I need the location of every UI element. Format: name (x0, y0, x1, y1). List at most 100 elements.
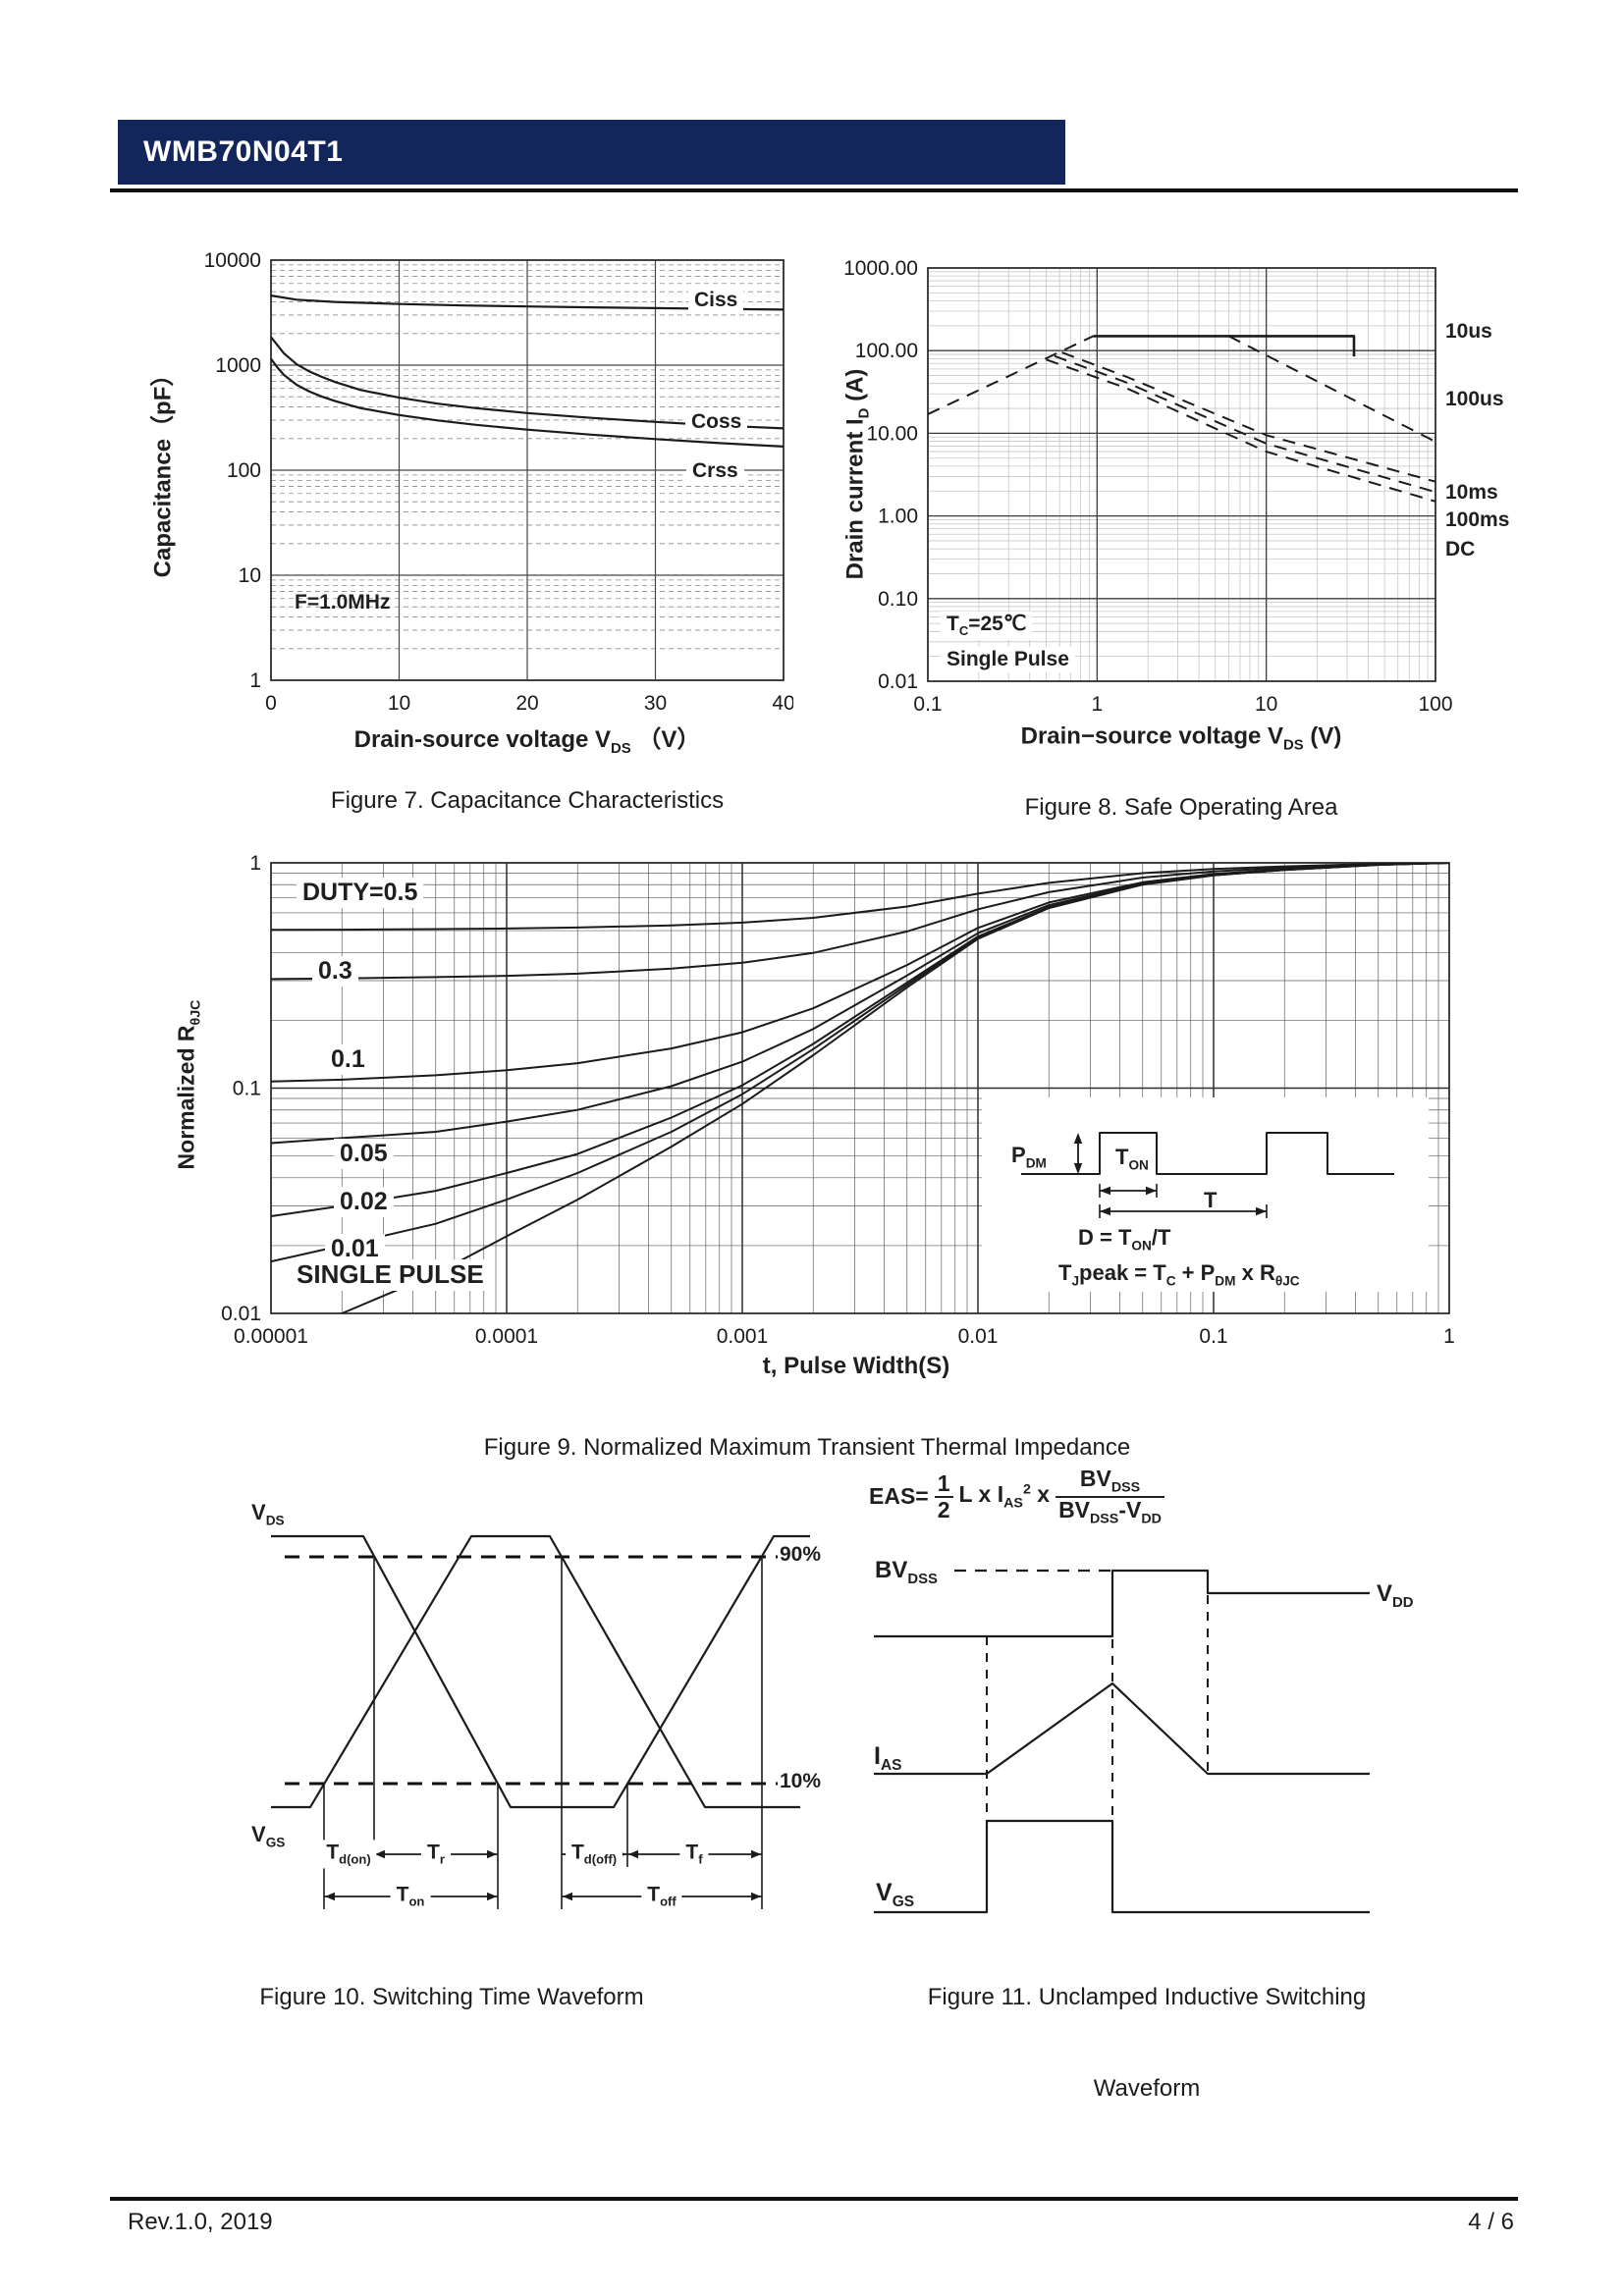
fig7-y-axis-label: Capacitance（pF） (149, 362, 177, 578)
fig9-y-axis-label: Normalized RθJC (173, 999, 204, 1170)
fig11-eas-formula: EAS= 1 2 L x IAS2 x BVDSS BVDSS-VDD (869, 1467, 1170, 1526)
fig9-inset-t-label: T (1204, 1188, 1218, 1212)
fig9-duty-01-label: 0.1 (325, 1044, 371, 1075)
fig9-duty-03-label: 0.3 (312, 956, 358, 987)
fig10-switching-waveform (271, 1534, 810, 1909)
svg-text:0.1: 0.1 (1199, 1325, 1227, 1348)
svg-text:0.001: 0.001 (717, 1325, 769, 1348)
svg-text:10.00: 10.00 (866, 422, 918, 445)
fig10-vgs-label: VGS (251, 1822, 286, 1850)
fig11-bv-den: BVDSS-VDD (1056, 1495, 1164, 1527)
fig11-uis-waveform (874, 1569, 1370, 1914)
svg-text:0.01: 0.01 (878, 670, 918, 693)
fig10-tr-label: Tr (421, 1840, 451, 1869)
fig7-x-axis-label: Drain-source voltage VDS （V） (353, 726, 701, 757)
svg-text:0.10: 0.10 (878, 588, 918, 611)
footer-revision: Rev.1.0, 2019 (128, 2209, 273, 2235)
header-bar: WMB70N04T1 (118, 120, 1065, 185)
fig9-duty-05-label: DUTY=0.5 (297, 878, 424, 908)
fig11-caption-line1: Figure 11. Unclamped Inductive Switching (927, 1984, 1367, 2010)
fig10-ton-label: Ton (390, 1882, 431, 1911)
fig11-half-den: 2 (934, 1495, 953, 1522)
svg-text:10: 10 (1255, 693, 1277, 716)
fig9-inset-pulse-waveform (1021, 1132, 1394, 1218)
fig11-ias-label: IAS (874, 1742, 902, 1774)
svg-text:10000: 10000 (204, 252, 261, 272)
fig8-dc-label: DC (1439, 537, 1482, 563)
svg-text:30: 30 (644, 692, 667, 715)
fig9-inset-pdm-label: PDM (1011, 1143, 1047, 1171)
svg-text:1: 1 (249, 855, 261, 875)
fig8-10us-label: 10us (1439, 319, 1498, 346)
svg-text:0.1: 0.1 (233, 1078, 261, 1100)
fig8-caption: Figure 8. Safe Operating Area (1024, 794, 1338, 821)
fig7-crss-label: Crss (686, 458, 744, 485)
fig7-capacitance-chart: 0 10 20 30 40 10000 1000 100 10 1 (204, 252, 793, 715)
fig7-test-condition: F=1.0MHz (295, 591, 391, 614)
svg-text:20: 20 (515, 692, 538, 715)
fig9-caption: Figure 9. Normalized Maximum Transient T… (483, 1434, 1131, 1461)
fig8-pulse-condition: Single Pulse (941, 647, 1075, 673)
fig10-tdoff-label: Td(off) (565, 1840, 623, 1869)
fig11-caption-line2: Waveform (1093, 2075, 1201, 2102)
fig9-x-axis-label: t, Pulse Width(S) (762, 1353, 950, 1379)
fig10-toff-label: Toff (641, 1882, 682, 1911)
fig8-100ms-label: 100ms (1439, 507, 1516, 534)
page-title: WMB70N04T1 (143, 135, 344, 168)
footer-page-number: 4 / 6 (1468, 2209, 1514, 2235)
fig9-single-pulse-label: SINGLE PULSE (291, 1259, 490, 1291)
svg-text:100: 100 (227, 459, 261, 482)
svg-text:40: 40 (772, 692, 793, 715)
fig11-bvdss-label: BVDSS (875, 1557, 938, 1587)
fig10-10pct-label: 10% (780, 1770, 822, 1792)
svg-text:1000.00: 1000.00 (843, 260, 918, 280)
fig11-vgs-label: VGS (876, 1879, 915, 1910)
svg-text:0.01: 0.01 (221, 1303, 261, 1325)
fig8-x-axis-label: Drain−source voltage VDS (V) (1020, 722, 1342, 754)
fig8-y-axis-label: Drain current ID (A) (841, 368, 873, 580)
fig10-caption: Figure 10. Switching Time Waveform (259, 1984, 644, 2010)
header-rule (110, 188, 1518, 192)
fig9-duty-005-label: 0.05 (334, 1139, 394, 1169)
fig7-ciss-label: Ciss (688, 288, 744, 314)
svg-text:1: 1 (1091, 693, 1103, 716)
fig8-10ms-label: 10ms (1439, 480, 1504, 507)
fig9-duty-formula: D = TON/T (1078, 1225, 1171, 1254)
svg-text:1000: 1000 (215, 354, 261, 377)
fig11-bv-fraction: BVDSS BVDSS-VDD (1056, 1467, 1164, 1526)
fig9-duty-001-label: 0.01 (325, 1234, 385, 1264)
svg-text:10: 10 (239, 564, 261, 587)
svg-text:100.00: 100.00 (855, 340, 918, 362)
fig8-temp-condition: TC=25℃ (941, 612, 1033, 641)
fig8-100us-label: 100us (1439, 387, 1510, 413)
fig7-coss-label: Coss (685, 409, 748, 436)
footer-rule (110, 2197, 1518, 2201)
fig7-caption: Figure 7. Capacitance Characteristics (330, 787, 725, 814)
fig11-half-fraction: 1 2 (934, 1470, 953, 1522)
fig11-eas-lhs: EAS= (869, 1483, 929, 1510)
fig10-90pct-label: 90% (780, 1543, 822, 1566)
fig9-duty-002-label: 0.02 (334, 1187, 394, 1217)
fig10-vds-label: VDS (251, 1500, 285, 1528)
fig9-inset-ton-label: TON (1115, 1145, 1149, 1173)
svg-text:1: 1 (1443, 1325, 1455, 1348)
fig9-tjpeak-formula: TJpeak = TC + PDM x RθJC (1058, 1260, 1300, 1289)
fig9-inset-diagram: PDM TON T D = TON/T TJpeak = TC + PDM x … (982, 1097, 1429, 1292)
fig8-soa-chart: 0.1 1 10 100 1000.00 100.00 10.00 1.00 0.10 0.01 (843, 260, 1452, 716)
svg-text:0.01: 0.01 (958, 1325, 999, 1348)
svg-text:0: 0 (265, 692, 277, 715)
svg-text:0.00001: 0.00001 (234, 1325, 308, 1348)
fig11-bv-num: BVDSS (1079, 1466, 1141, 1496)
svg-text:10: 10 (388, 692, 410, 715)
fig10-tdon-label: Td(on) (320, 1840, 377, 1869)
svg-text:0.0001: 0.0001 (475, 1325, 538, 1348)
svg-text:1: 1 (249, 669, 261, 692)
fig10-tf-label: Tf (679, 1840, 709, 1869)
svg-text:1.00: 1.00 (878, 506, 918, 528)
svg-text:100: 100 (1418, 693, 1452, 716)
fig11-eas-mid: L x IAS2 x (958, 1481, 1051, 1512)
fig9-thermal-impedance-chart: 0.00001 0.0001 0.001 0.01 0.1 1 1 0.1 0.01 (221, 855, 1455, 1348)
fig11-half-num: 1 (937, 1470, 950, 1497)
fig11-vdd-label: VDD (1377, 1580, 1414, 1611)
